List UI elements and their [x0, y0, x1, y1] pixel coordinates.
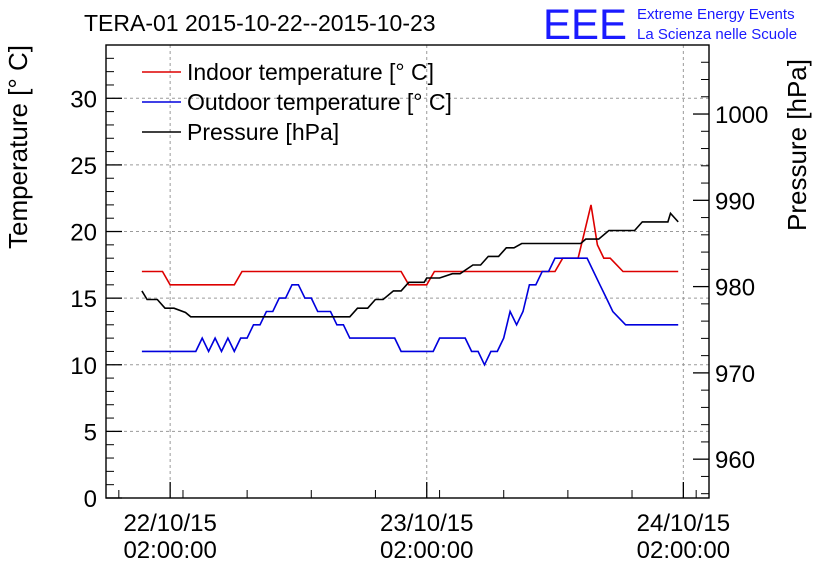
x-tick-label-time: 02:00:00 [380, 537, 473, 564]
y-tick-label-left: 15 [70, 286, 97, 313]
legend: Indoor temperature [° C] Outdoor temperat… [142, 59, 452, 145]
axes: 051015202530960970980990100022/10/1502:0… [70, 57, 768, 564]
y-tick-label-left: 20 [70, 220, 97, 247]
series-line-3 [141, 211, 679, 318]
y-axis-label-right: Pressure [hPa] [782, 59, 812, 231]
series-line-1 [141, 204, 679, 286]
y-tick-label-left: 0 [84, 486, 97, 513]
y-tick-label-left: 10 [70, 353, 97, 380]
series-lines [141, 204, 679, 367]
series-line-2 [141, 257, 679, 367]
y-tick-label-left: 30 [70, 86, 97, 113]
y-tick-label-right: 970 [715, 361, 755, 388]
logo-line1: Extreme Energy Events [637, 6, 795, 23]
logo-line2: La Scienza nelle Scuole [637, 26, 797, 43]
x-tick-label-date: 22/10/15 [123, 510, 216, 537]
grid-lines [106, 45, 709, 498]
legend-label-2: Outdoor temperature [° C] [187, 89, 452, 115]
legend-label-1: Indoor temperature [° C] [187, 59, 434, 85]
logo: EEE Extreme Energy Events La Scienza nel… [543, 1, 797, 49]
logo-mark: EEE [543, 1, 627, 49]
y-tick-label-right: 990 [715, 188, 755, 215]
y-tick-label-left: 5 [84, 419, 97, 446]
y-tick-label-right: 980 [715, 275, 755, 302]
y-tick-label-left: 25 [70, 153, 97, 180]
x-tick-label-time: 02:00:00 [123, 537, 216, 564]
legend-label-3: Pressure [hPa] [187, 119, 339, 145]
x-tick-label-time: 02:00:00 [637, 537, 730, 564]
x-tick-label-date: 23/10/15 [380, 510, 473, 537]
y-tick-label-right: 1000 [715, 102, 768, 129]
chart-title: TERA-01 2015-10-22--2015-10-23 [84, 10, 436, 36]
x-tick-label-date: 24/10/15 [637, 510, 730, 537]
y-axis-label-left: Temperature [° C] [3, 45, 33, 249]
y-tick-label-right: 960 [715, 447, 755, 474]
